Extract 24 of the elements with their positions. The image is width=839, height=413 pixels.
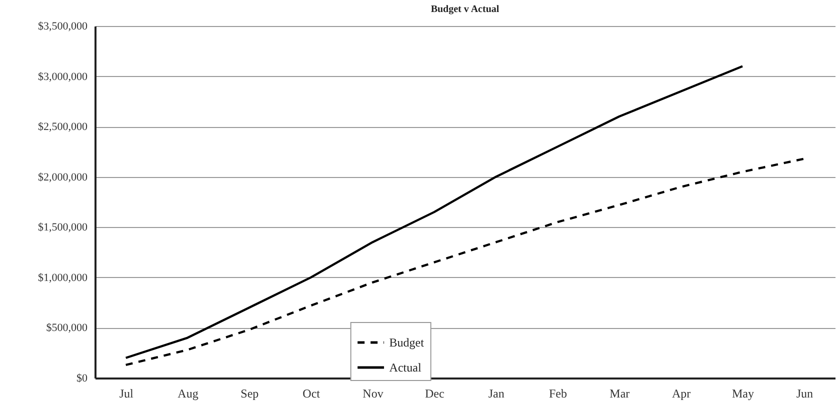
y-tick-label: $500,000 bbox=[46, 322, 88, 334]
x-tick-label: Jul bbox=[119, 386, 134, 400]
x-tick-label: Mar bbox=[610, 386, 630, 400]
x-tick-label: Oct bbox=[302, 386, 321, 400]
y-tick-label: $1,000,000 bbox=[38, 272, 88, 284]
y-tick-label: $0 bbox=[76, 372, 88, 384]
x-tick-label: Apr bbox=[672, 386, 691, 400]
x-tick-label: Jun bbox=[796, 386, 814, 400]
legend-label: Actual bbox=[389, 360, 422, 374]
x-tick-label: Dec bbox=[425, 386, 444, 400]
y-tick-label: $2,500,000 bbox=[38, 121, 88, 134]
x-tick-label: Sep bbox=[240, 386, 259, 400]
x-tick-label: Aug bbox=[178, 386, 198, 400]
y-tick-label: $1,500,000 bbox=[38, 222, 88, 234]
chart-title: Budget v Actual bbox=[430, 4, 500, 15]
legend-label: Budget bbox=[389, 336, 425, 350]
x-tick-label: May bbox=[732, 386, 754, 400]
x-tick-label: Jan bbox=[488, 386, 504, 400]
y-tick-label: $3,000,000 bbox=[38, 70, 88, 83]
y-tick-label: $2,000,000 bbox=[38, 171, 88, 184]
x-tick-label: Feb bbox=[549, 386, 567, 400]
x-tick-label: Nov bbox=[362, 386, 384, 400]
line-series bbox=[124, 65, 744, 359]
y-tick-label: $3,500,000 bbox=[38, 20, 88, 32]
